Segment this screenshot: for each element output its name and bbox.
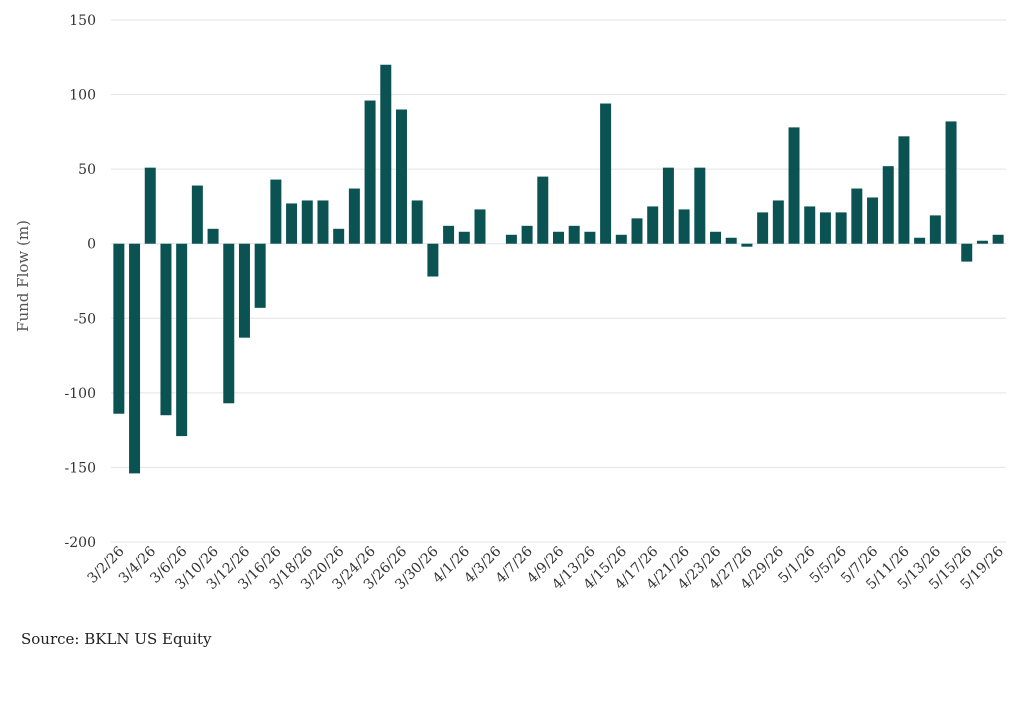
bar-4-16-26 [631, 218, 643, 244]
y-tick-label: -100 [65, 386, 96, 402]
bar-4-14-26 [600, 103, 612, 244]
y-axis-title: Fund Flow (m) [14, 220, 32, 332]
bar-3-12-26 [238, 243, 250, 338]
bar-3-6-26 [176, 243, 188, 437]
bar-3-31-26 [443, 225, 455, 244]
bar-4-23-26 [710, 231, 722, 244]
bar-3-3-26 [129, 243, 141, 474]
bar-5-18-26 [976, 240, 988, 244]
bar-4-29-26 [772, 200, 784, 244]
y-tick-label: 150 [69, 13, 96, 29]
source-note: Source: BKLN US Equity [21, 630, 212, 648]
bar-5-8-26 [882, 166, 894, 244]
bar-5-1-26 [804, 206, 816, 244]
bar-4-1-26 [458, 231, 470, 244]
bar-4-2-26 [474, 209, 486, 244]
bar-3-30-26 [427, 243, 439, 277]
bar-4-6-26 [505, 234, 517, 244]
bar-3-27-26 [411, 200, 423, 244]
bar-4-7-26 [521, 225, 533, 244]
bar-3-17-26 [286, 203, 298, 244]
bar-3-4-26 [144, 167, 156, 244]
bar-3-24-26 [364, 100, 376, 244]
bar-4-22-26 [694, 167, 706, 244]
bar-3-19-26 [317, 200, 329, 244]
bar-3-25-26 [380, 64, 392, 244]
bar-3-23-26 [348, 188, 360, 244]
bar-5-14-26 [945, 121, 957, 244]
bar-5-4-26 [819, 212, 831, 244]
y-tick-label: 50 [78, 162, 96, 178]
bar-4-10-26 [568, 225, 580, 244]
bar-5-11-26 [898, 136, 910, 244]
bar-4-20-26 [662, 167, 674, 244]
bar-3-16-26 [270, 179, 282, 244]
bar-5-12-26 [914, 237, 926, 244]
bar-5-5-26 [835, 212, 847, 244]
bar-3-18-26 [301, 200, 313, 244]
bar-4-27-26 [741, 243, 753, 247]
y-tick-label: -150 [65, 460, 96, 476]
bar-4-13-26 [584, 231, 596, 244]
bar-3-10-26 [207, 228, 219, 244]
bar-3-20-26 [333, 228, 345, 244]
bar-3-9-26 [191, 185, 203, 244]
bar-4-8-26 [537, 176, 549, 244]
bar-4-24-26 [725, 237, 737, 244]
y-axis-ticks: 150 100 50 0 -50 -100 -150 -200 [65, 13, 96, 551]
bar-5-19-26 [992, 234, 1004, 244]
bar-4-17-26 [647, 206, 659, 244]
y-tick-label: -200 [65, 535, 96, 551]
bar-4-9-26 [553, 231, 564, 244]
y-tick-label: 100 [69, 88, 96, 104]
bar-4-28-26 [757, 212, 769, 244]
bars [113, 64, 1004, 474]
bar-4-15-26 [615, 234, 627, 244]
bar-5-13-26 [929, 215, 941, 244]
bar-3-13-26 [254, 243, 266, 308]
bar-4-21-26 [678, 209, 690, 244]
bar-5-15-26 [961, 243, 973, 262]
bar-4-30-26 [788, 127, 800, 244]
x-axis-ticks: 3/2/263/4/263/6/263/10/263/12/263/16/263… [85, 543, 1008, 593]
bar-5-7-26 [867, 197, 879, 244]
y-tick-label: -50 [73, 311, 96, 327]
y-tick-label: 0 [87, 237, 96, 253]
bar-3-2-26 [113, 243, 125, 414]
bar-5-6-26 [851, 188, 863, 244]
bar-3-26-26 [395, 109, 407, 244]
bar-3-5-26 [160, 243, 172, 416]
bar-3-11-26 [223, 243, 235, 404]
